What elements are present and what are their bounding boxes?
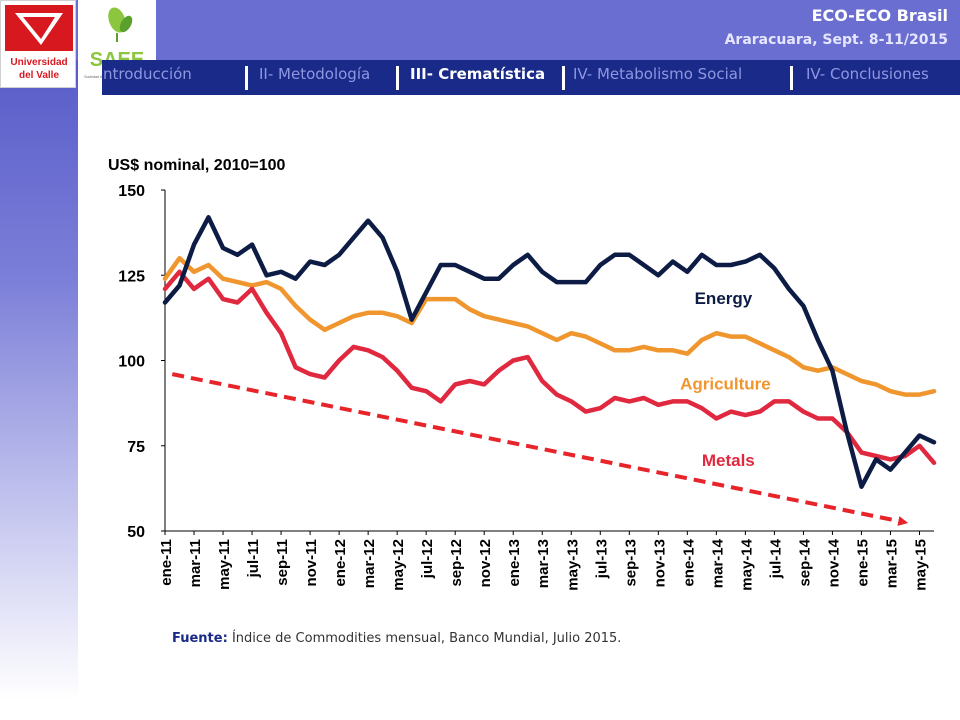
nav-separator (790, 66, 793, 90)
univalle-logo-line2: del Valle (19, 70, 59, 81)
x-tick-label: jul-11 (245, 539, 262, 578)
x-tick-label: sep-11 (274, 539, 291, 586)
x-tick-label: ene-15 (854, 539, 871, 587)
nav-item-metabolismo-social[interactable]: IV- Metabolismo Social (573, 65, 743, 83)
univalle-emblem-icon: Universidad del Valle (5, 5, 73, 81)
x-tick-label: nov-12 (477, 539, 494, 587)
x-tick-label: may-13 (564, 539, 581, 591)
x-tick-label: may-14 (738, 538, 755, 590)
y-tick-label: 75 (127, 439, 145, 456)
x-tick-label: may-11 (216, 539, 233, 590)
universidad-del-valle-logo: Universidad del Valle (0, 0, 76, 88)
x-tick-label: jul-13 (593, 539, 610, 579)
x-tick-label: ene-14 (680, 538, 697, 586)
series-label-metals: Metals (702, 451, 755, 470)
x-tick-label: mar-12 (361, 539, 378, 588)
series-line-agriculture (162, 255, 937, 397)
x-tick-label: mar-13 (535, 539, 552, 588)
left-decorative-band (0, 0, 78, 700)
series-label-energy: Energy (695, 289, 753, 308)
x-tick-label: ene-12 (332, 539, 349, 587)
series-line-energy (162, 215, 937, 489)
nav-separator (245, 66, 248, 90)
nav-item-introduccion[interactable]: I- Introducción (102, 65, 192, 83)
y-tick-label: 125 (118, 268, 145, 285)
y-tick-label: 150 (118, 183, 145, 200)
commodity-price-chart: 50 75 100 125 150 US$ nominal, 2010=100 ene-11… (108, 157, 937, 591)
y-tick-label: 50 (127, 524, 145, 541)
x-tick-label: jul-14 (767, 538, 784, 579)
x-tick-label: ene-13 (506, 539, 523, 587)
series-line-metals (162, 269, 937, 466)
source-label: Fuente: (172, 631, 228, 646)
trend-arrow (171, 372, 909, 526)
x-tick-label: jul-12 (419, 539, 436, 579)
nav-item-crematistica[interactable]: III- Crematística (410, 65, 546, 83)
y-tick-label: 100 (118, 354, 145, 371)
x-tick-label: sep-14 (796, 538, 813, 586)
nav-separator (396, 66, 399, 90)
x-tick-label: may-12 (390, 539, 407, 591)
y-axis-label: US$ nominal, 2010=100 (108, 157, 286, 174)
nav-separator (562, 66, 565, 90)
x-tick-label: mar-15 (883, 539, 900, 588)
x-tick-label: sep-12 (448, 539, 465, 587)
source-note: Fuente: Índice de Commodities mensual, B… (172, 631, 621, 646)
series-label-agriculture: Agriculture (680, 374, 771, 393)
x-tick-label: mar-14 (709, 538, 726, 588)
x-tick-label: nov-14 (825, 538, 842, 587)
header-bar (0, 0, 960, 60)
univalle-logo-line1: Universidad (10, 57, 67, 68)
x-tick-label: nov-11 (303, 539, 320, 587)
nav-item-conclusiones[interactable]: IV- Conclusiones (806, 65, 929, 83)
x-tick-label: mar-11 (187, 539, 204, 587)
conference-subtitle: Araracuara, Sept. 8-11/2015 (724, 32, 948, 48)
source-text: Índice de Commodities mensual, Banco Mun… (231, 631, 622, 646)
x-tick-label: nov-13 (651, 539, 668, 587)
conference-title: ECO-ECO Brasil (811, 6, 948, 25)
x-tick-label: ene-11 (158, 539, 175, 586)
x-tick-label: may-15 (912, 539, 929, 591)
nav-item-metodologia[interactable]: II- Metodología (259, 65, 371, 83)
section-nav: I- Introducción II- Metodología III- Cre… (102, 60, 960, 95)
x-tick-label: sep-13 (622, 539, 639, 587)
